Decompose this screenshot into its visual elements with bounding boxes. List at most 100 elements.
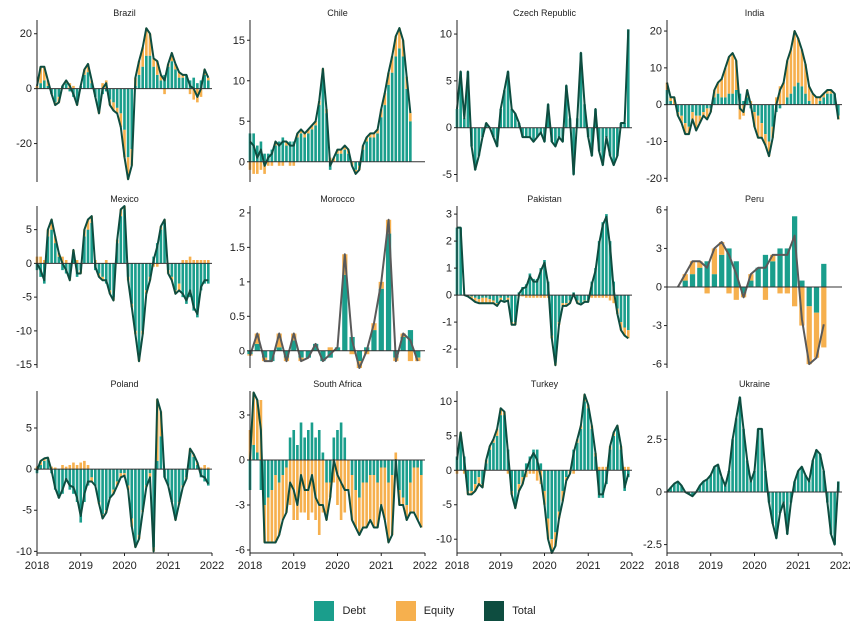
equity-bar	[343, 145, 347, 150]
debt-bar	[283, 350, 290, 358]
debt-bar	[716, 464, 720, 492]
equity-bar	[177, 283, 181, 291]
debt-bar	[583, 104, 586, 128]
equity-bar	[734, 60, 738, 90]
debt-bar	[155, 74, 159, 89]
equity-bar	[336, 460, 339, 505]
debt-bar	[676, 104, 680, 113]
equity-bar	[325, 482, 328, 520]
equity-bar	[332, 460, 336, 483]
equity-bar	[339, 149, 343, 154]
debt-bar	[466, 470, 470, 491]
debt-bar	[488, 295, 492, 300]
debt-bar	[288, 141, 292, 162]
debt-bar	[770, 261, 776, 287]
equity-bar	[288, 161, 292, 166]
debt-bar	[745, 460, 749, 492]
equity-bar	[753, 112, 756, 127]
total-line	[249, 391, 423, 544]
debt-bar	[269, 350, 275, 362]
debt-bar	[108, 263, 112, 291]
debt-bar	[401, 56, 405, 162]
debt-bar	[203, 469, 206, 482]
equity-bar	[252, 161, 255, 174]
debt-bar	[513, 295, 517, 323]
equity-bar	[550, 539, 554, 553]
debt-bar	[306, 430, 310, 460]
x-tick-label: 2022	[200, 560, 224, 572]
y-tick-label: -10	[16, 546, 32, 558]
y-tick-label: 0	[446, 465, 452, 477]
panel-south-africa: South Africa 3 0 -3 -6 2018 2019 2020 2021 2022	[235, 379, 437, 572]
debt-bar	[616, 428, 619, 471]
debt-bar	[579, 295, 583, 304]
debt-bar	[539, 268, 543, 296]
debt-bar	[586, 408, 590, 471]
equity-bar	[372, 475, 376, 528]
debt-bar	[517, 470, 521, 485]
debt-bar	[334, 347, 341, 351]
y-tick-label: 5	[446, 430, 452, 442]
debt-bar	[749, 481, 753, 492]
debt-bar	[277, 141, 281, 162]
equity-bar	[199, 467, 203, 470]
equity-bar	[317, 460, 321, 535]
debt-bar	[252, 445, 255, 460]
equity-bar	[691, 112, 694, 120]
debt-bar	[137, 469, 141, 535]
debt-bar	[719, 254, 725, 287]
y-tick-label: 20	[20, 28, 32, 40]
y-tick-label: 5	[26, 423, 32, 435]
debt-bar	[833, 491, 836, 545]
debt-bar	[697, 267, 703, 287]
debt-bar	[86, 469, 90, 486]
equity-bar	[276, 333, 282, 348]
equity-bar	[473, 484, 477, 491]
equity-bar	[767, 141, 771, 157]
equity-bar	[784, 287, 790, 294]
debt-bar	[270, 149, 274, 162]
total-line	[677, 234, 825, 366]
debt-bar	[546, 104, 550, 128]
equity-bar	[303, 133, 306, 138]
debt-bar	[371, 330, 377, 351]
equity-bar	[255, 161, 259, 174]
equity-bar	[185, 260, 188, 264]
debt-bar	[130, 88, 134, 150]
debt-bar	[470, 470, 473, 491]
debt-bar	[39, 83, 42, 89]
equity-bar	[372, 133, 376, 138]
equity-bar	[387, 72, 390, 85]
debt-bar	[206, 80, 210, 89]
debt-bar	[713, 97, 716, 105]
x-tick-label: 2022	[620, 560, 644, 572]
y-tick-label: -6	[235, 545, 245, 557]
debt-bar	[261, 350, 268, 358]
equity-bar	[255, 400, 259, 453]
debt-bar	[50, 229, 53, 264]
panel-chile: Chile 15 10 5 0	[233, 8, 425, 182]
debt-bar	[354, 460, 357, 490]
debt-bar	[510, 108, 513, 128]
equity-bar	[762, 287, 769, 300]
debt-bar	[676, 481, 680, 492]
x-tick-label: 2021	[576, 560, 600, 572]
equity-bar	[83, 460, 86, 470]
x-tick-label: 2018	[655, 560, 679, 572]
debt-bar	[285, 460, 288, 468]
equity-bar	[535, 295, 539, 298]
panel-title: Morocco	[320, 194, 355, 204]
debt-bar	[723, 97, 727, 105]
debt-bar	[57, 256, 61, 264]
equity-bar	[64, 260, 68, 264]
equity-bar	[800, 49, 804, 87]
debt-bar	[499, 295, 503, 298]
debt-bar	[400, 336, 406, 351]
x-tick-label: 2022	[830, 560, 850, 572]
equity-bar	[266, 161, 270, 166]
equity-bar	[361, 482, 365, 528]
equity-bar	[42, 260, 46, 264]
debt-bar	[339, 153, 343, 162]
debt-bar	[756, 104, 760, 116]
